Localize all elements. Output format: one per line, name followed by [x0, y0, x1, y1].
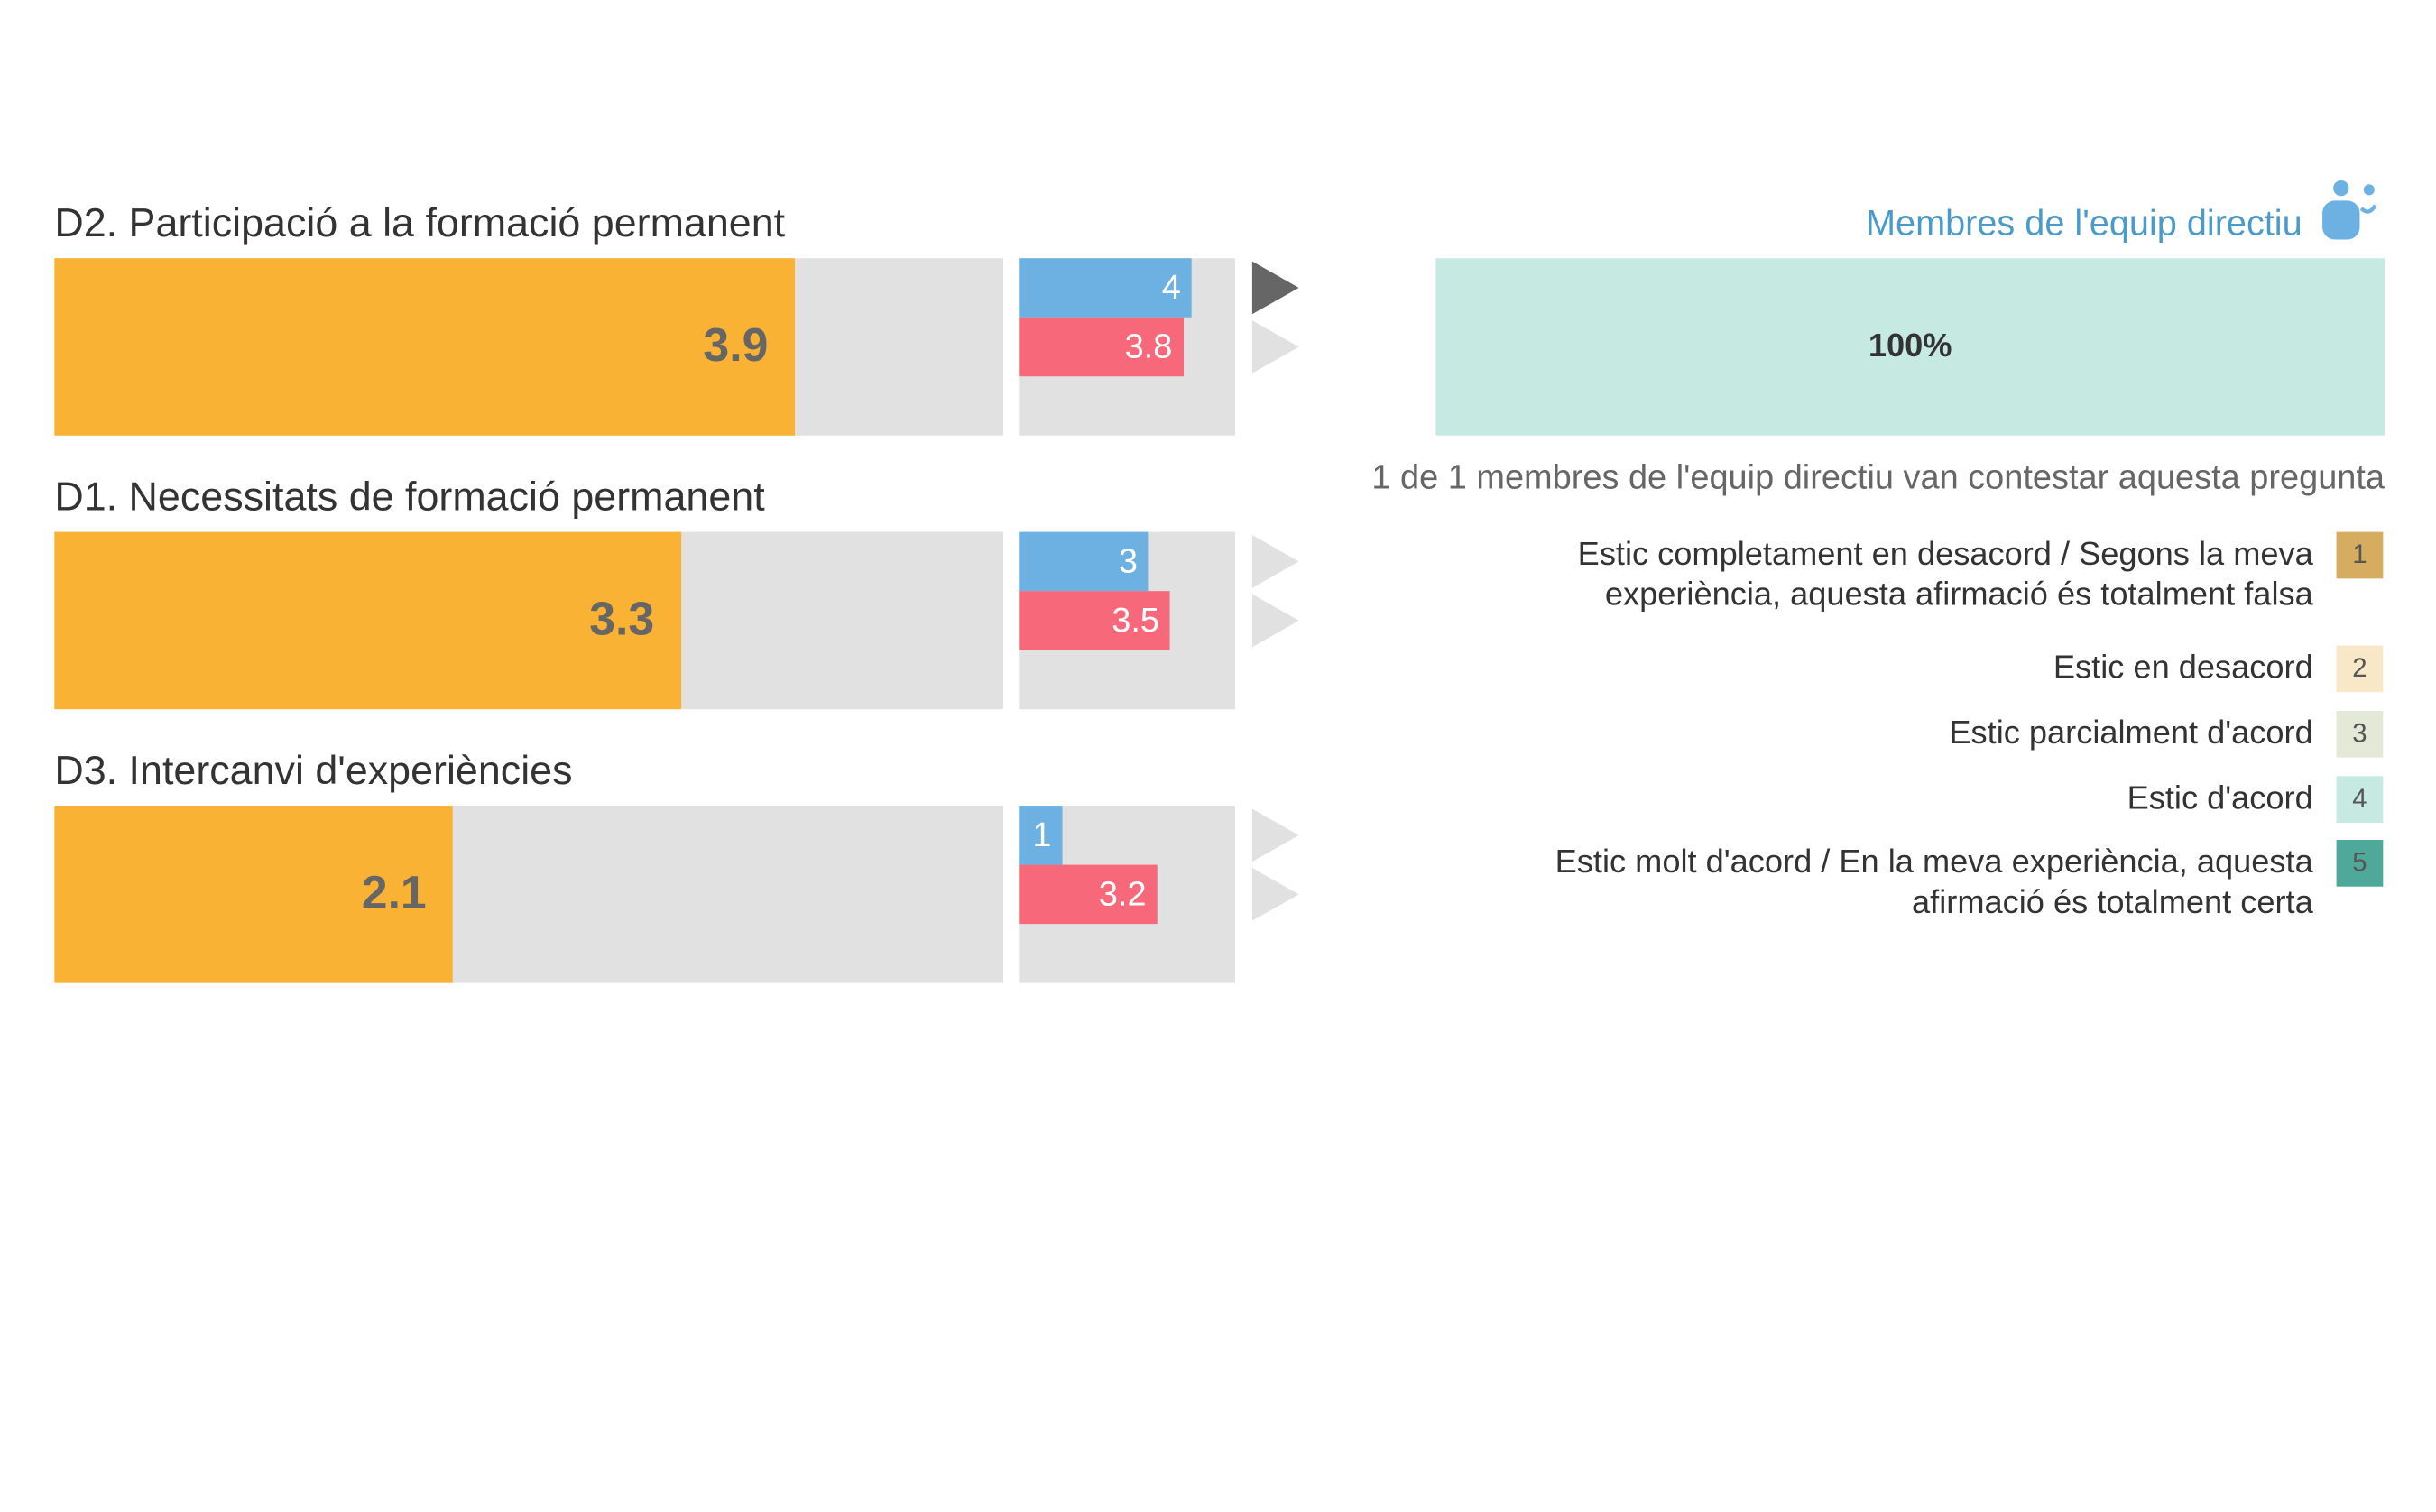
main-bar-track: 3.9 — [54, 258, 1004, 436]
legend-label-line: Estic parcialment d'acord — [1949, 715, 2313, 751]
comparison-bar-blue[interactable]: 4 — [1019, 258, 1192, 318]
legend-label-line: experiència, aquesta afirmació és totalm… — [1604, 576, 2313, 613]
row-title: D1. Necessitats de formació permanent — [54, 473, 765, 520]
main-bar-value-label: 2.1 — [361, 868, 427, 919]
main-bar-value-label: 3.3 — [589, 594, 655, 646]
legend-label: Estic parcialment d'acord — [1949, 714, 2312, 754]
legend-swatch: 1 — [2336, 531, 2384, 579]
play-arrow-icon[interactable] — [1251, 535, 1299, 588]
play-arrow-icon[interactable] — [1251, 261, 1299, 315]
play-arrow-icon[interactable] — [1251, 808, 1299, 862]
play-arrow-icon[interactable] — [1251, 320, 1299, 373]
legend-label: Estic completament en desacord / Segons … — [1578, 535, 2313, 616]
comparison-track: 4 3.8 — [1019, 258, 1235, 436]
legend-swatch: 4 — [2336, 776, 2384, 824]
people-icon — [2321, 174, 2383, 250]
legend-swatch: 2 — [2336, 645, 2384, 693]
legend-label-line: Estic completament en desacord / Segons … — [1577, 536, 2313, 573]
response-bar-label: 100% — [1868, 327, 1952, 364]
comparison-bar-blue[interactable]: 3 — [1019, 531, 1149, 592]
legend-swatch: 3 — [2336, 710, 2384, 758]
main-bar-track: 3.3 — [54, 531, 1004, 710]
response-bar-fill — [1435, 258, 2385, 436]
legend-label: Estic d'acord — [2127, 779, 2313, 820]
main-bar[interactable] — [54, 258, 795, 436]
comparison-bar-blue[interactable]: 1 — [1019, 806, 1063, 865]
main-bar-value-label: 3.9 — [703, 320, 769, 373]
response-bar-track: 100% — [1435, 258, 2385, 436]
legend-label: Estic molt d'acord / En la meva experièn… — [1555, 843, 2313, 924]
play-arrow-icon[interactable] — [1251, 868, 1299, 921]
comparison-bar-red[interactable]: 3.8 — [1019, 317, 1184, 377]
main-bar[interactable] — [54, 531, 681, 710]
legend-label: Estic en desacord — [2053, 649, 2313, 689]
response-summary: 1 de 1 membres de l'equip directiu van c… — [1371, 456, 2385, 496]
comparison-track: 3 3.5 — [1019, 531, 1235, 710]
comparison-bar-red[interactable]: 3.2 — [1019, 864, 1158, 925]
respondent-group-header: Membres de l'equip directiu — [1866, 202, 2302, 243]
legend-label-line: Estic en desacord — [2053, 650, 2313, 687]
row-title: D3. Intercanvi d'experiències — [54, 746, 573, 794]
play-arrow-icon[interactable] — [1251, 594, 1299, 648]
legend-label-line: Estic d'acord — [2127, 780, 2313, 817]
comparison-bar-red[interactable]: 3.5 — [1019, 591, 1171, 650]
comparison-track: 1 3.2 — [1019, 806, 1235, 983]
main-bar[interactable] — [54, 806, 454, 983]
row-title: D2. Participació a la formació permanent — [54, 198, 786, 246]
legend-label-line: Estic molt d'acord / En la meva experièn… — [1555, 844, 2313, 880]
main-bar-track: 2.1 — [54, 806, 1004, 983]
legend-label-line: afirmació és totalment certa — [1912, 885, 2313, 921]
legend-swatch: 5 — [2336, 840, 2384, 887]
